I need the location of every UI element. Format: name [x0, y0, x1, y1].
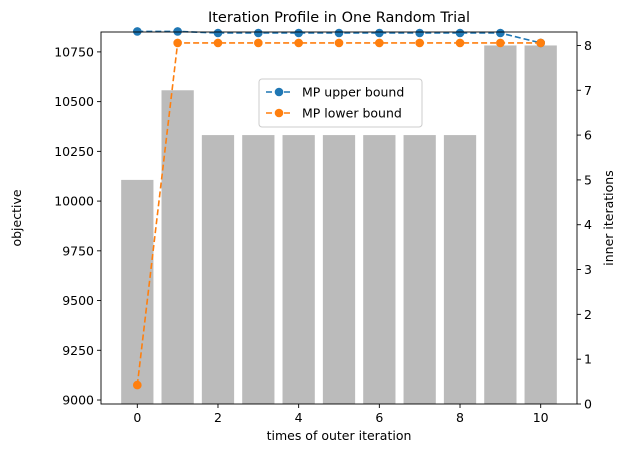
- lower-bound-marker: [455, 38, 465, 48]
- upper-bound-marker: [334, 28, 344, 38]
- inner-iterations-bar: [201, 135, 235, 404]
- y-left-tick-label: 10250: [54, 144, 94, 159]
- inner-iterations-bar: [161, 90, 194, 404]
- inner-iterations-bar: [242, 135, 275, 404]
- x-axis-label: times of outer iteration: [267, 428, 412, 443]
- plot-frame: [100, 31, 578, 405]
- x-tick-label: 8: [456, 410, 464, 425]
- inner-iterations-bar: [363, 135, 396, 404]
- y-left-tick-label: 9250: [62, 343, 94, 358]
- y-left-tick-label: 9750: [62, 243, 94, 258]
- upper-bound-marker: [173, 27, 182, 36]
- legend-lower-bound-marker: [274, 108, 284, 118]
- inner-iterations-bar: [524, 45, 557, 405]
- axes-layer: 0 2 4 6 8 10900092509500975010000102501050010…: [54, 38, 592, 425]
- lower-bound-marker: [375, 38, 384, 48]
- y-axis-label-left: objective: [9, 189, 24, 246]
- x-tick-label: 0: [133, 410, 141, 425]
- bars-layer: [121, 45, 557, 405]
- chart-title: Iteration Profile in One Random Trial: [208, 10, 470, 26]
- x-tick-label: 2: [214, 410, 222, 425]
- y-right-tick-label: 2: [584, 307, 592, 322]
- y-right-tick-label: 5: [584, 172, 592, 187]
- y-left-tick-label: 10750: [54, 44, 94, 59]
- y-left-tick-label: 10000: [54, 194, 94, 209]
- inner-iterations-bar: [282, 135, 315, 404]
- y-left-tick-label: 9500: [62, 293, 94, 308]
- lower-bound-marker: [254, 38, 263, 48]
- y-right-tick-label: 3: [584, 262, 592, 277]
- y-right-tick-label: 0: [584, 397, 592, 412]
- upper-bound-marker: [294, 28, 303, 38]
- y-left-tick-label: 10500: [54, 94, 94, 109]
- y-axis-label-right: inner iterations: [601, 170, 616, 265]
- y-left-tick-label: 9000: [62, 393, 94, 408]
- lines-layer: [133, 27, 545, 390]
- x-tick-label: 6: [375, 410, 383, 425]
- lower-bound-marker: [133, 380, 142, 390]
- inner-iterations-bar: [403, 135, 436, 404]
- x-tick-label: 4: [295, 410, 303, 425]
- upper-bound-marker: [375, 28, 384, 38]
- x-tick-label: 10: [533, 410, 549, 425]
- upper-bound-marker: [455, 28, 465, 38]
- inner-iterations-bar: [443, 135, 477, 404]
- lower-bound-marker: [294, 38, 303, 48]
- legend-lower-bound-label: MP lower bound: [302, 106, 402, 121]
- y-right-tick-label: 7: [584, 83, 592, 98]
- lower-bound-marker: [173, 38, 182, 48]
- upper-bound-marker: [415, 28, 424, 38]
- inner-iterations-bar: [484, 45, 517, 405]
- y-right-tick-label: 4: [584, 217, 592, 232]
- lower-bound-marker: [334, 38, 344, 48]
- lower-bound-marker: [496, 38, 505, 48]
- lower-bound-marker: [536, 38, 545, 48]
- lower-bound-marker: [415, 38, 424, 48]
- y-right-tick-label: 8: [584, 38, 592, 53]
- legend-upper-bound-label: MP upper bound: [302, 85, 404, 100]
- lower-bound-marker: [213, 38, 223, 48]
- legend-items: MP upper bound MP lower bound: [266, 85, 404, 121]
- inner-iterations-bar: [322, 135, 356, 404]
- legend: MP upper bound MP lower bound: [258, 78, 423, 128]
- y-right-tick-label: 6: [584, 128, 592, 143]
- upper-bound-marker: [213, 28, 223, 38]
- legend-box: [258, 78, 423, 128]
- upper-bound-marker: [133, 27, 142, 36]
- legend-upper-bound-marker: [274, 87, 284, 97]
- upper-bound-marker: [254, 28, 263, 38]
- upper-bound-marker: [496, 28, 505, 38]
- y-right-tick-label: 1: [584, 352, 592, 367]
